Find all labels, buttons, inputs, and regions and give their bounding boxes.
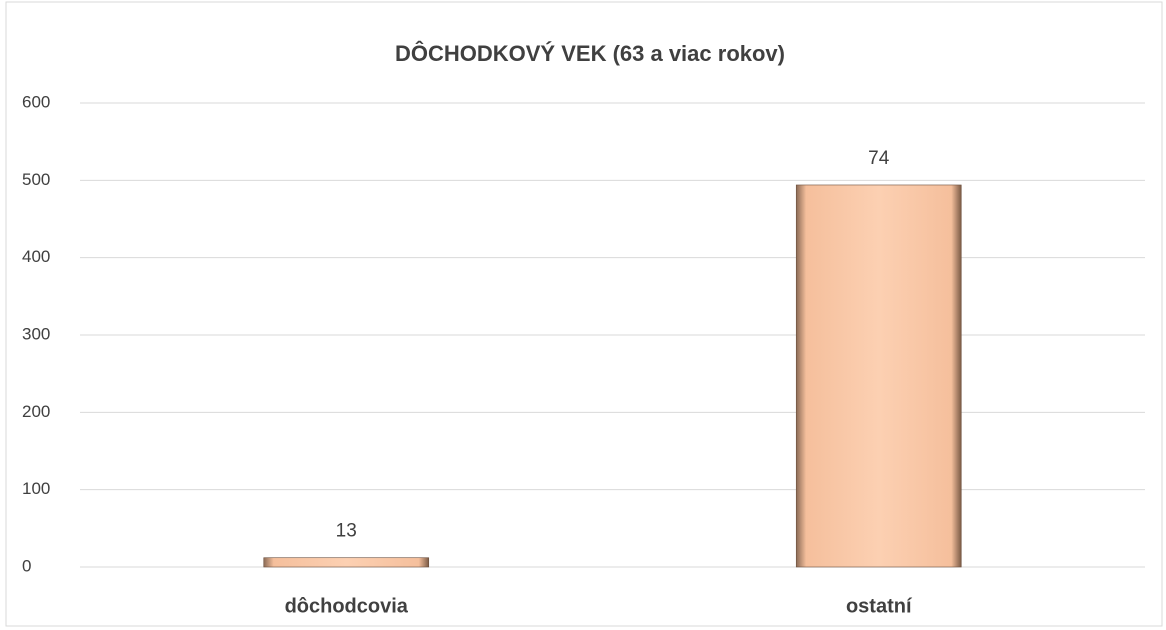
y-tick-label: 600 (22, 92, 50, 111)
y-tick-label: 200 (22, 402, 50, 421)
y-tick-label: 100 (22, 479, 50, 498)
bar (263, 557, 430, 568)
y-tick-label: 0 (22, 556, 31, 575)
x-tick-label: ostatní (846, 595, 913, 617)
x-tick-label: dôchodcovia (285, 595, 409, 617)
y-tick-label: 400 (22, 247, 50, 266)
y-tick-label: 500 (22, 170, 50, 189)
chart-title: DÔCHODKOVÝ VEK (63 a viac rokov) (395, 41, 785, 66)
annotation: 74 (868, 148, 890, 169)
bar (795, 184, 962, 568)
y-tick-label: 300 (22, 324, 50, 343)
chart-frame (5, 1, 1163, 627)
annotation: 13 (336, 521, 357, 542)
